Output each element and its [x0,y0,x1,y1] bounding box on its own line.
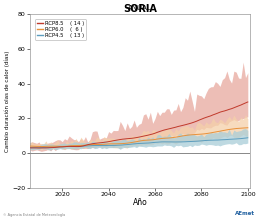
Y-axis label: Cambio duración olas de calor (días): Cambio duración olas de calor (días) [4,50,10,152]
Text: AEmet: AEmet [235,211,255,216]
Text: ANUAL: ANUAL [128,5,152,11]
Legend: RCP8.5    ( 14 ), RCP6.0    (  6 ), RCP4.5    ( 13 ): RCP8.5 ( 14 ), RCP6.0 ( 6 ), RCP4.5 ( 13… [35,19,87,40]
X-axis label: Año: Año [133,198,147,207]
Title: SORIA: SORIA [123,4,157,14]
Text: © Agencia Estatal de Meteorología: © Agencia Estatal de Meteorología [3,213,65,217]
